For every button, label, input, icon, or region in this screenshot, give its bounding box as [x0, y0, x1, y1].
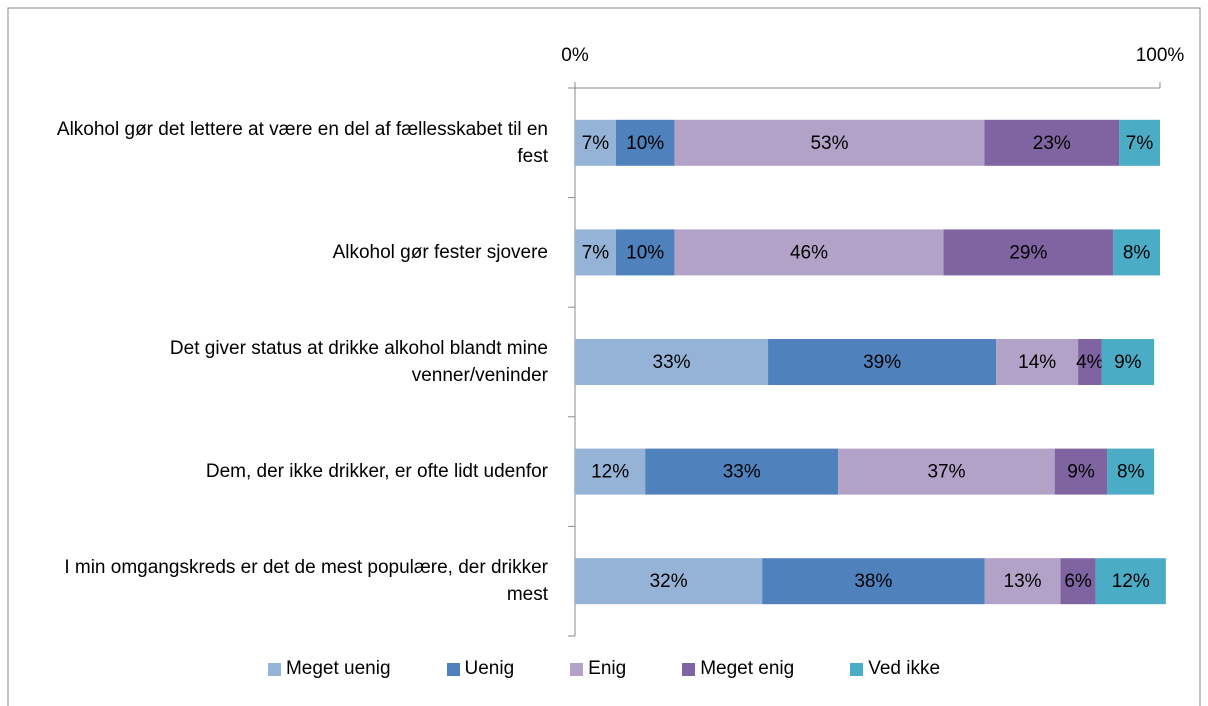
chart-border — [7, 7, 1201, 706]
data-label: 12% — [1112, 571, 1150, 592]
category-label: I min omgangskreds er det de mest populæ… — [64, 557, 548, 606]
legend-label: Meget enig — [700, 658, 795, 679]
bar-segment — [615, 229, 675, 276]
data-label: 38% — [854, 571, 892, 592]
data-label: 10% — [626, 133, 664, 154]
data-label: 39% — [863, 352, 901, 373]
data-label: 13% — [1004, 571, 1042, 592]
legend-label: Uenig — [464, 658, 515, 679]
bar-segment — [674, 119, 985, 166]
data-label: 23% — [1033, 133, 1071, 154]
bar-segment — [984, 119, 1120, 166]
bar-segment — [1113, 229, 1160, 276]
legend-item: Meget uenig — [267, 658, 391, 680]
legend-swatch — [446, 662, 460, 676]
data-label: 33% — [653, 352, 691, 373]
bar-segment — [1107, 448, 1155, 495]
bar-segment — [615, 119, 675, 166]
category-label: Alkohol gør det lettere at være en del a… — [56, 119, 548, 167]
data-label: 7% — [1126, 133, 1154, 154]
category-label: Det giver status at drikke alkohol bland… — [169, 338, 548, 387]
bar-segment — [838, 448, 1055, 495]
bar-segment — [996, 339, 1079, 385]
legend-label: Enig — [588, 658, 627, 679]
data-label: 32% — [650, 571, 688, 592]
bar-segment — [575, 229, 616, 276]
bar-segment — [1060, 558, 1096, 605]
bar-segment — [1101, 339, 1155, 385]
legend-swatch — [850, 662, 864, 676]
data-label: 6% — [1064, 571, 1092, 592]
data-label: 8% — [1123, 242, 1151, 263]
data-label: 10% — [626, 242, 664, 263]
data-label: 4% — [1076, 352, 1104, 373]
bar-segment — [1078, 339, 1102, 385]
data-label: 29% — [1009, 242, 1047, 263]
data-label: 7% — [582, 242, 610, 263]
bar-segment — [943, 229, 1114, 276]
bar-segment — [575, 339, 769, 385]
data-label: 46% — [790, 242, 828, 263]
bar-segment — [1095, 558, 1166, 605]
bar-segment — [575, 558, 763, 605]
data-label: 7% — [582, 133, 610, 154]
x-tick-label: 0% — [561, 45, 589, 66]
bar-segment — [1054, 448, 1108, 495]
legend-swatch — [570, 662, 584, 676]
bar-segment — [984, 558, 1061, 605]
legend: Meget uenig Uenig Enig Meget enig Ved ikke — [0, 658, 1208, 680]
bar-segment — [674, 229, 944, 276]
data-label: 9% — [1067, 462, 1095, 483]
x-tick-label: 100% — [1136, 45, 1185, 66]
legend-swatch — [682, 662, 696, 676]
bar-segment — [645, 448, 839, 495]
data-label: 12% — [591, 462, 629, 483]
category-label: Alkohol gør fester sjovere — [332, 242, 548, 264]
bar-segment — [768, 339, 997, 385]
bar-segment — [575, 119, 616, 166]
legend-label: Meget uenig — [285, 658, 391, 679]
legend-label: Ved ikke — [868, 658, 941, 679]
bar-segment — [762, 558, 985, 605]
category-label: Dem, der ikke drikker, er ofte lidt uden… — [205, 461, 548, 483]
data-label: 9% — [1114, 352, 1142, 373]
data-label: 14% — [1018, 352, 1056, 373]
bar-segment — [1119, 119, 1160, 166]
data-label: 8% — [1117, 462, 1145, 483]
data-label: 33% — [723, 462, 761, 483]
legend-item: Meget enig — [682, 658, 794, 680]
data-label: 37% — [927, 462, 965, 483]
legend-item: Enig — [570, 658, 626, 680]
data-label: 53% — [810, 133, 848, 154]
legend-item: Ved ikke — [850, 658, 940, 680]
legend-item: Uenig — [446, 658, 515, 680]
legend-swatch — [267, 662, 281, 676]
bar-segment — [575, 448, 646, 495]
